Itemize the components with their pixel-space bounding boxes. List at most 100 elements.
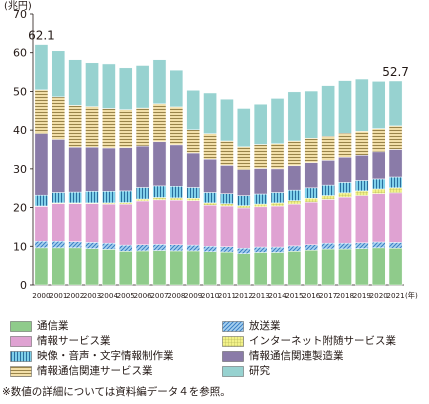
legend-label: 研究 [249,365,270,377]
bar-segment-2015-s5 [287,165,302,191]
bar-segment-2005-s6 [118,109,133,148]
bar-segment-2013-s1 [253,246,268,253]
bar-segment-2009-s5 [186,152,201,188]
bar-segment-2000-s6 [34,89,49,134]
x-tick-label: 2005 [117,291,135,300]
bar-segment-2001-s7 [51,50,66,98]
bar-segment-2016-s5 [304,162,319,189]
bar-segment-2018-s0 [338,248,352,286]
bar-segment-2018-s4 [338,182,352,194]
y-tick-label: 70 [13,8,27,21]
bar-segment-2000-s1 [34,241,49,249]
legend-item: 放送業 [222,320,281,332]
bar-segment-2018-s5 [338,156,352,183]
bar-segment-2008-s0 [169,250,184,286]
bar-segment-2015-s7 [287,91,302,142]
bar-segment-2006-s3 [135,198,150,202]
legend-label: 通信業 [37,320,69,332]
bar-segment-2000-s5 [34,133,49,196]
bar-segment-2004-s1 [102,242,116,250]
bar-segment-2002-s0 [68,247,82,286]
bar-segment-2010-s5 [203,158,217,193]
bar-segment-2006-s6 [135,107,150,147]
bar-segment-2013-s0 [253,252,268,286]
bar-segment-2016-s4 [304,187,319,199]
bar-segment-2010-s6 [203,133,217,160]
bar-segment-2004-s6 [102,108,116,149]
x-tick-label: 2017 [319,291,337,300]
x-tick-label: 2019 [353,291,372,300]
bar-segment-2017-s5 [321,160,335,186]
bar-segment-2002-s2 [68,203,82,242]
bar-segment-2008-s7 [169,69,184,108]
x-tick-label: 2013 [252,291,270,300]
data-label-2000: 62.1 [28,29,55,43]
x-tick-label: 2001 [49,291,67,300]
bar-segment-2005-s5 [118,147,133,192]
bar-segment-2020-s3 [371,188,386,194]
bar-segment-2007-s0 [152,250,167,286]
bar-segment-2014-s7 [270,98,285,144]
bar-segment-2001-s5 [51,139,66,193]
bar-segment-2000-s0 [34,247,49,286]
bar-segment-2008-s3 [169,197,184,201]
legend-swatch [10,320,32,332]
bar-segment-2012-s6 [236,146,251,170]
bar-segment-2019-s2 [355,195,369,244]
bar-segment-2011-s6 [220,140,234,166]
bar-segment-2006-s7 [135,65,150,109]
bar-segment-2015-s2 [287,203,302,247]
bar-segment-2002-s6 [68,105,82,148]
bar-segment-2010-s3 [203,202,217,206]
bar-segment-2010-s1 [203,246,217,252]
x-tick-label: 2010 [201,291,220,300]
bar-segment-2014-s1 [270,246,285,253]
bar-segment-2018-s6 [338,132,352,158]
bar-segment-2016-s7 [304,90,319,139]
bar-segment-2003-s4 [85,191,99,204]
bar-segment-2014-s0 [270,252,285,286]
y-axis-label: (兆円) [4,0,32,12]
bar-segment-2016-s0 [304,249,319,286]
bar-segment-2004-s4 [102,191,116,204]
bar-segment-2017-s7 [321,85,335,137]
legend-swatch [222,335,244,347]
stacked-bar-chart: 0 10 20 30 40 50 60 70(兆円) 20002001200220032004… [4,0,418,300]
bar-segment-2013-s7 [253,103,268,145]
bar-segment-2014-s2 [270,205,285,248]
bar-segment-2011-s0 [220,251,234,286]
bar-segment-2001-s4 [51,192,66,204]
bar-segment-2000-s4 [34,194,49,207]
bar-segment-2019-s4 [355,180,369,192]
bar-segment-2012-s7 [236,108,251,148]
x-tick-label: 2011 [218,291,236,300]
bar-segment-2008-s6 [169,106,184,146]
bar-segment-2005-s4 [118,190,133,203]
legend-item: 研究 [222,365,270,377]
legend-label: 情報通信関連サービス業 [37,365,153,377]
bar-segment-2007-s1 [152,244,167,251]
x-tick-label: 2020 [370,291,389,300]
bar-segment-2012-s3 [236,205,251,209]
legend-label: 放送業 [249,320,281,332]
bar-segment-2009-s4 [186,187,201,199]
legend-swatch [222,350,244,362]
legend-label: 情報サービス業 [37,335,111,347]
bar-segment-2021-s4 [388,176,403,189]
bar-segment-2021-s3 [388,187,403,194]
bar-segment-2003-s1 [85,242,99,249]
bar-segment-2019-s3 [355,190,369,196]
bar-segment-2010-s7 [203,92,217,134]
bar-segment-2000-s2 [34,206,49,242]
x-tick-label: 2003 [83,291,101,300]
bar-segment-2011-s3 [220,203,234,207]
bar-segment-2019-s5 [355,155,369,181]
y-tick-label: 50 [13,85,27,98]
bar-segment-2017-s3 [321,195,335,200]
bar-segment-2017-s6 [321,136,335,161]
bar-segment-2019-s0 [355,248,369,286]
bar-segment-2017-s0 [321,248,335,286]
legend-item: 情報通信関連サービス業 [10,365,153,377]
bar-segment-2020-s5 [371,151,386,180]
bar-segment-2005-s2 [118,203,133,246]
